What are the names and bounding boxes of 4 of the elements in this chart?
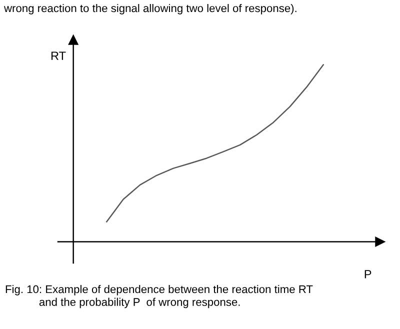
- x-axis-title: P: [364, 270, 372, 278]
- text: wrong reaction to the signal allowing two level of response).: [4, 4, 296, 14]
- y-axis-title: RT: [51, 52, 66, 60]
- caption: Fig. 10: Example of dependence between the reaction time RT and the probability P of wrong response.: [6, 285, 313, 308]
